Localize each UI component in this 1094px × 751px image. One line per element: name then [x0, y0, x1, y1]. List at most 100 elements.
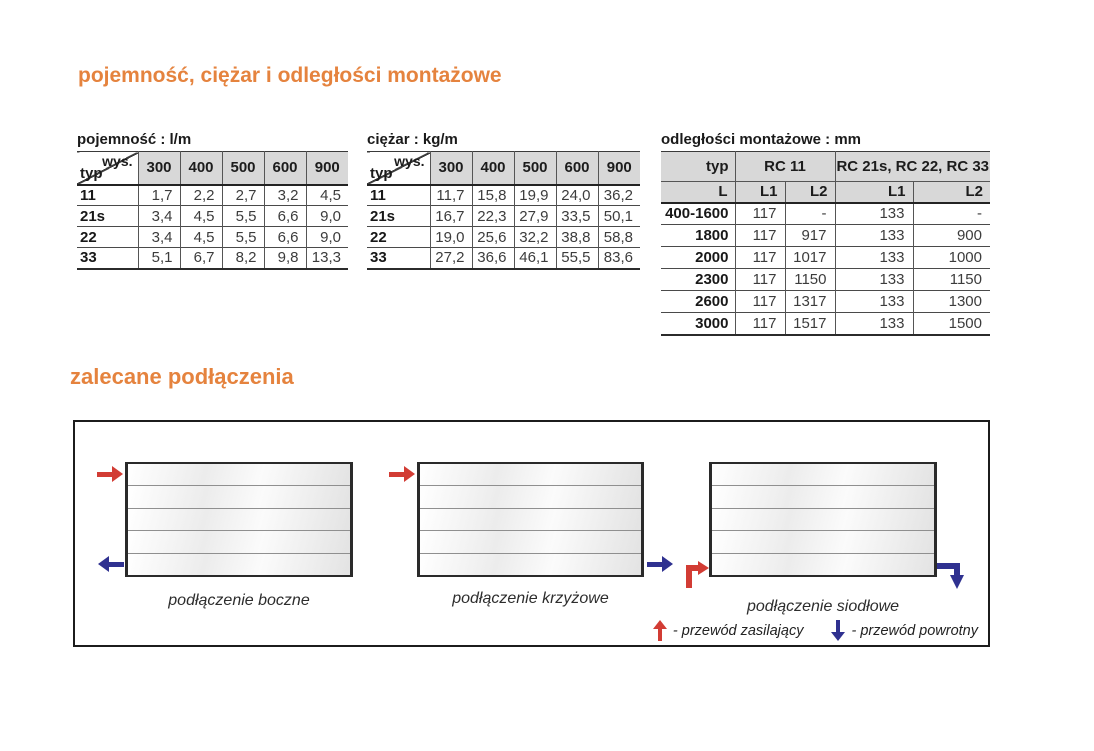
capacity-table-caption: pojemność : l/m	[77, 131, 192, 148]
column-header: 900	[597, 151, 640, 186]
table-cell: 133	[834, 224, 913, 247]
radiator-slat	[712, 531, 934, 554]
table-cell: 83,6	[597, 247, 640, 269]
table-row: 2300 117 1150 133 1150	[661, 268, 990, 291]
group-header: RC 11	[734, 151, 835, 182]
table-cell: 16,7	[429, 205, 472, 227]
mounting-table-section: odległości montażowe : mm typ RC 11 RC 2…	[661, 131, 990, 336]
capacity-table-section: pojemność : l/m wys. typ 300 400 500 600…	[77, 131, 348, 270]
table-row: 400-1600 117 - 133 -	[661, 202, 990, 225]
table-row: 21s 16,7 22,3 27,9 33,5 50,1	[367, 205, 640, 227]
table-row: 11 11,7 15,8 19,9 24,0 36,2	[367, 184, 640, 206]
table-cell: 400-1600	[661, 202, 735, 225]
table-cell: 1000	[912, 246, 990, 269]
radiator-saddle-connection	[709, 462, 937, 577]
table-cell: 3000	[661, 312, 735, 335]
table-cell: 1800	[661, 224, 735, 247]
group-header: typ	[661, 151, 735, 182]
page-title: pojemność, ciężar i odległości montażowe	[78, 64, 502, 87]
mounting-table: typ RC 11 RC 21s, RC 22, RC 33 L L1 L2 L…	[661, 151, 990, 336]
table-cell: 2,2	[179, 184, 222, 206]
table-cell: 4,5	[305, 184, 348, 206]
column-header: 400	[471, 151, 514, 186]
radiator-slat	[420, 486, 641, 509]
table-cell: 2600	[661, 290, 735, 313]
table-cell: 9,0	[305, 226, 348, 248]
return-elbow-arrow-icon	[937, 563, 964, 589]
table-cell: 1517	[784, 312, 835, 335]
supply-right-arrow-icon	[97, 466, 123, 482]
column-header: 500	[513, 151, 556, 186]
table-row: 3000 117 1517 133 1500	[661, 312, 990, 335]
table-row: 22 3,4 4,5 5,5 6,6 9,0	[77, 226, 348, 248]
table-cell: 2000	[661, 246, 735, 269]
column-header: 300	[429, 151, 472, 186]
corner-label-typ: typ	[370, 164, 393, 182]
table-cell: 6,6	[263, 226, 306, 248]
sub-header: L2	[912, 181, 990, 204]
table-cell: 1300	[912, 290, 990, 313]
sub-header: L2	[784, 181, 835, 204]
radiator-slat	[128, 464, 350, 487]
table-cell: 117	[734, 224, 785, 247]
up-arrow-icon	[652, 620, 667, 641]
table-cell: 8,2	[221, 247, 264, 269]
column-header: 600	[263, 151, 306, 186]
table-cell: 38,8	[555, 226, 598, 248]
table-cell: 117	[734, 268, 785, 291]
radiator-slat	[128, 531, 350, 554]
table-cell: 25,6	[471, 226, 514, 248]
table-cell: 133	[834, 268, 913, 291]
table-cell: 5,1	[137, 247, 180, 269]
table-cell: 133	[834, 290, 913, 313]
table-header-row: wys. typ 300 400 500 600 900	[367, 151, 640, 186]
radiator-slat	[128, 553, 350, 576]
table-row: 33 27,2 36,6 46,1 55,5 83,6	[367, 247, 640, 269]
table-row: 33 5,1 6,7 8,2 9,8 13,3	[77, 247, 348, 269]
legend-supply-label: - przewód zasilający	[672, 622, 804, 639]
table-cell: 24,0	[555, 184, 598, 206]
table-cell: 133	[834, 246, 913, 269]
table-cell: 2300	[661, 268, 735, 291]
table-cell: 9,8	[263, 247, 306, 269]
column-header: 400	[179, 151, 222, 186]
table-cell: 22,3	[471, 205, 514, 227]
table-cell: 33	[367, 247, 430, 269]
table-cell: 133	[834, 312, 913, 335]
mounting-table-caption: odległości montażowe : mm	[661, 131, 862, 148]
connection-label-saddle: podłączenie siodłowe	[746, 598, 900, 615]
supply-elbow-arrow-icon	[686, 561, 709, 588]
legend-return-label: - przewód powrotny	[851, 622, 978, 639]
table-cell: 1150	[784, 268, 835, 291]
radiator-slat	[420, 464, 641, 487]
table-cell: 55,5	[555, 247, 598, 269]
table-cell: 27,9	[513, 205, 556, 227]
table-cell: 6,7	[179, 247, 222, 269]
radiator-slat	[420, 553, 641, 576]
table-row: 21s 3,4 4,5 5,5 6,6 9,0	[77, 205, 348, 227]
table-cell: 46,1	[513, 247, 556, 269]
legend-return: - przewód powrotny	[831, 620, 978, 641]
weight-table-caption: ciężar : kg/m	[367, 131, 458, 148]
table-cell: 33	[77, 247, 138, 269]
table-cell: 36,6	[471, 247, 514, 269]
table-row: 2000 117 1017 133 1000	[661, 246, 990, 269]
down-arrow-icon	[831, 620, 846, 641]
table-cell: 1017	[784, 246, 835, 269]
table-cell: 3,4	[137, 205, 180, 227]
table-cell: 22	[77, 226, 138, 248]
table-cell: 1500	[912, 312, 990, 335]
radiator-slat	[712, 464, 934, 487]
table-row: 2600 117 1317 133 1300	[661, 290, 990, 313]
table-cell: 4,5	[179, 205, 222, 227]
table-cell: -	[912, 202, 990, 225]
column-header: 500	[221, 151, 264, 186]
table-cell: 50,1	[597, 205, 640, 227]
table-header-row: wys. typ 300 400 500 600 900	[77, 151, 348, 186]
radiator-slat	[420, 508, 641, 532]
table-cell: 2,7	[221, 184, 264, 206]
connection-label-cross: podłączenie krzyżowe	[452, 590, 609, 607]
column-header: 900	[305, 151, 348, 186]
table-row: 11 1,7 2,2 2,7 3,2 4,5	[77, 184, 348, 206]
